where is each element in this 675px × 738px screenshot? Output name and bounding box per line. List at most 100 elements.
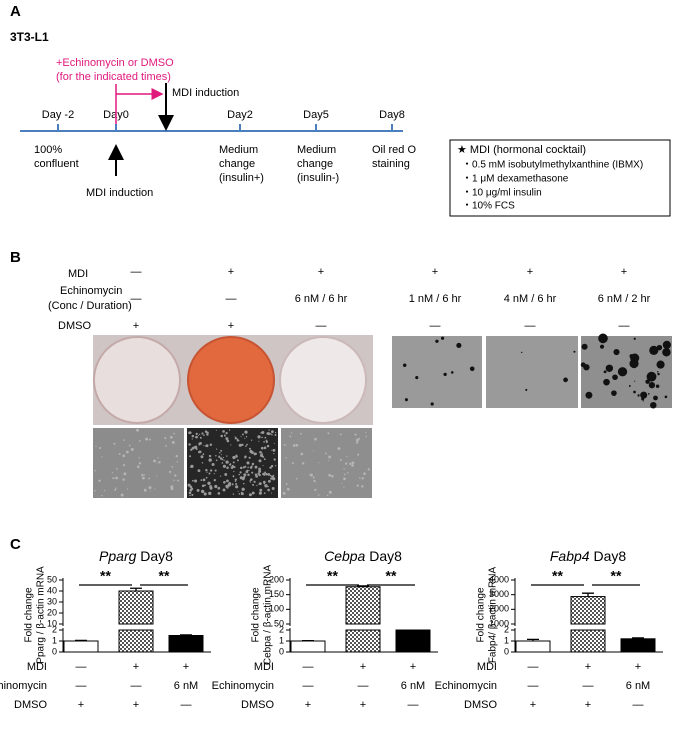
- cell-speck: [220, 449, 223, 452]
- cell-speck: [309, 473, 313, 477]
- cell-speck: [126, 450, 129, 454]
- cell-speck: [248, 493, 252, 497]
- cell-speck: [223, 459, 225, 461]
- cell-speck: [113, 442, 116, 445]
- cell-speck: [197, 469, 201, 473]
- panel-label: B: [10, 249, 21, 266]
- cell-line: 3T3-L1: [10, 30, 49, 44]
- legend-box: [449, 139, 671, 217]
- condition-value: —: [408, 699, 419, 711]
- condition-name: DMSO: [14, 699, 47, 711]
- cell-speck: [239, 471, 242, 474]
- condition-name: Echinomycin: [0, 680, 47, 692]
- cell-speck: [222, 430, 225, 433]
- bar: [168, 635, 204, 653]
- plate-photo: [93, 335, 373, 425]
- cell-speck: [192, 446, 195, 449]
- cell-speck: [191, 438, 193, 440]
- cell-speck: [435, 339, 439, 343]
- cell-speck: [238, 473, 240, 476]
- cell-speck: [328, 490, 332, 494]
- cell-speck: [157, 457, 159, 459]
- cell-speck: [246, 461, 250, 465]
- chart-title-day: Day8: [369, 548, 402, 564]
- y-tick-label: 1: [279, 635, 284, 645]
- cell-speck: [122, 478, 125, 481]
- cell-speck: [264, 436, 267, 439]
- cell-speck: [218, 455, 220, 457]
- bar-upper: [118, 590, 154, 625]
- cell-speck: [270, 433, 272, 435]
- y-tick-label: 50: [47, 574, 57, 584]
- day-label: Day5: [303, 109, 329, 121]
- row-label: DMSO: [58, 320, 91, 332]
- condition-cell: +: [228, 320, 234, 332]
- cell-speck: [156, 462, 158, 464]
- significance-label: **: [100, 568, 111, 584]
- cell-speck: [260, 446, 264, 450]
- cell-speck: [191, 479, 194, 482]
- cell-speck: [613, 348, 620, 356]
- condition-value: —: [181, 699, 192, 711]
- cell-speck: [202, 478, 206, 482]
- condition-value: 6 nM: [401, 680, 425, 692]
- cell-speck: [145, 437, 149, 441]
- cell-speck: [165, 445, 167, 447]
- cell-speck: [351, 461, 355, 465]
- bar-upper: [345, 586, 381, 625]
- cell-speck: [355, 441, 359, 444]
- cell-speck: [585, 391, 593, 399]
- cell-speck: [346, 455, 348, 458]
- condition-value: +: [585, 661, 591, 673]
- row-label: MDI: [68, 268, 88, 280]
- cell-speck: [250, 450, 254, 454]
- cell-speck: [198, 443, 201, 446]
- cell-speck: [266, 444, 270, 448]
- condition-value: 6 nM: [174, 680, 198, 692]
- cell-speck: [235, 483, 238, 486]
- cell-speck: [198, 450, 201, 454]
- cell-speck: [226, 439, 230, 443]
- cell-speck: [664, 395, 668, 399]
- cell-speck: [258, 469, 262, 473]
- cell-speck: [267, 488, 270, 492]
- condition-value: —: [303, 680, 314, 692]
- cell-speck: [227, 483, 231, 487]
- cell-speck: [148, 477, 150, 480]
- cell-speck: [234, 437, 238, 440]
- cell-speck: [99, 446, 102, 450]
- row-label: (Conc / Duration): [48, 300, 132, 312]
- cell-speck: [359, 477, 361, 479]
- y-tick-label: 0: [279, 646, 284, 656]
- cell-speck: [251, 471, 254, 474]
- cell-speck: [285, 483, 288, 486]
- timeline-ticks: [57, 124, 393, 131]
- cell-speck: [171, 440, 175, 444]
- treatment-text: (for the indicated times): [56, 71, 171, 83]
- cell-speck: [217, 486, 221, 490]
- significance-label: **: [552, 568, 563, 584]
- cell-speck: [262, 480, 266, 484]
- cell-speck: [195, 432, 198, 435]
- cell-speck: [250, 439, 253, 441]
- cell-speck: [354, 433, 357, 436]
- chart-title-gene: Cebpa: [324, 548, 365, 564]
- cell-speck: [136, 428, 139, 432]
- cell-speck: [343, 486, 345, 488]
- cell-speck: [611, 390, 617, 396]
- y-tick-label: 40: [47, 585, 57, 595]
- condition-value: —: [528, 680, 539, 692]
- cell-speck: [367, 468, 370, 471]
- bar: [515, 640, 551, 653]
- cell-speck: [188, 431, 192, 434]
- condition-cell: —: [316, 320, 327, 332]
- cell-speck: [634, 380, 636, 382]
- cell-speck: [525, 388, 528, 391]
- cell-speck: [156, 475, 158, 477]
- cell-speck: [245, 436, 248, 438]
- cell-speck: [221, 454, 223, 456]
- cell-speck: [361, 477, 364, 480]
- cell-speck: [173, 479, 175, 482]
- cell-speck: [149, 490, 151, 492]
- cell-speck: [251, 462, 255, 466]
